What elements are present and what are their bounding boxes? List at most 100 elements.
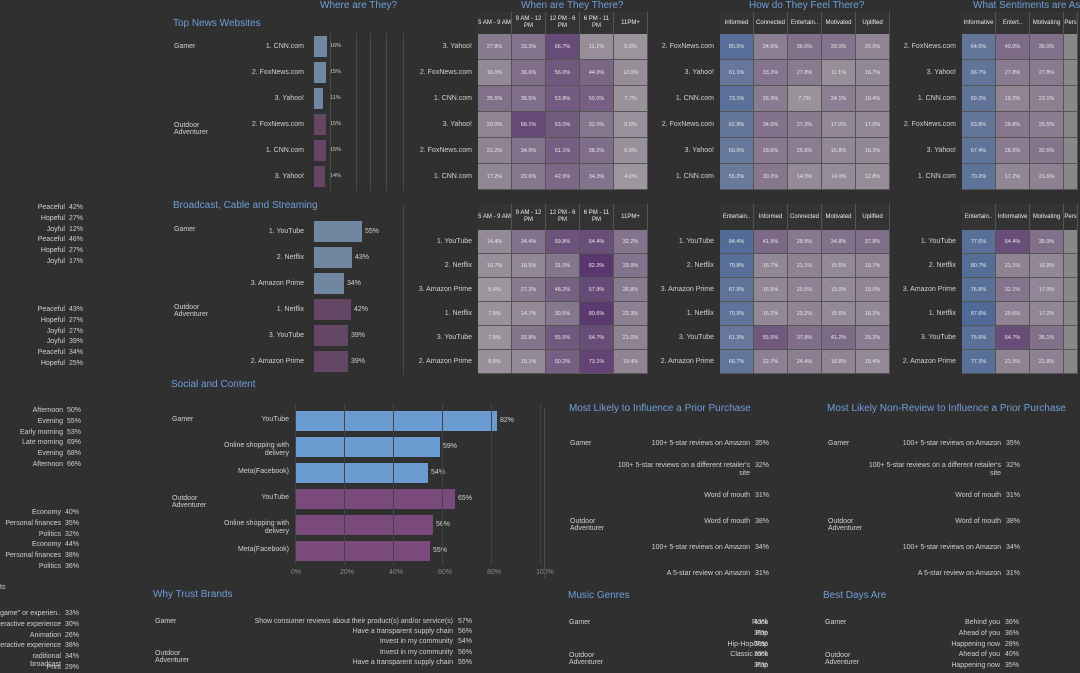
heatmap-column-header[interactable]: Informative bbox=[996, 204, 1030, 230]
bar bbox=[314, 88, 323, 109]
group-label-gamer: Gamer bbox=[569, 619, 591, 626]
section-social: Social and Content bbox=[171, 379, 256, 390]
heatmap-cell: 16.9% bbox=[1030, 254, 1064, 278]
heatmap-column-header[interactable]: 9 AM - 12 PM bbox=[512, 12, 546, 34]
heatmap-cell: 10.7% bbox=[478, 254, 512, 278]
header-sentiment: What Sentiments are As bbox=[973, 0, 1080, 11]
heatmap-cell: 53.0% bbox=[546, 112, 580, 138]
bar-value: 65% bbox=[458, 495, 473, 502]
heatmap-column-header[interactable]: 11PM+ bbox=[614, 204, 648, 230]
heatmap-cell: 12.0% bbox=[614, 60, 648, 86]
heatmap-cell bbox=[1064, 86, 1078, 112]
list-item-label: Joyful bbox=[46, 258, 65, 265]
heatmap-column-header[interactable]: Uplifted bbox=[856, 204, 890, 230]
bar-label: YouTube bbox=[261, 416, 289, 423]
list-item-label: Invest in my community bbox=[379, 648, 453, 656]
list-item-value: 40% bbox=[65, 509, 80, 516]
list-item-label: Peaceful bbox=[37, 306, 65, 313]
heatmap-row-label: 1. CNN.com bbox=[675, 173, 714, 180]
heatmap-column-header[interactable]: Pers bbox=[1064, 12, 1078, 34]
heatmap-row-label: 1. CNN.com bbox=[675, 95, 714, 102]
header-where: Where are They? bbox=[320, 0, 398, 11]
heatmap-column-header[interactable]: 5 AM - 9 AM bbox=[478, 204, 512, 230]
heatmap-row-label: 2. Netflix bbox=[444, 262, 472, 269]
gridline bbox=[403, 33, 404, 191]
list-item-label: Peaceful bbox=[37, 204, 65, 211]
heatmap-cell: 17.2% bbox=[1030, 302, 1064, 326]
list-item-value: 46% bbox=[69, 236, 84, 244]
bar bbox=[314, 166, 325, 187]
heatmap-cell: 11.1% bbox=[822, 60, 856, 86]
bar-value: 15% bbox=[330, 69, 342, 75]
divider bbox=[544, 408, 545, 578]
heatmap-cell: 64.4% bbox=[996, 230, 1030, 254]
gridline bbox=[393, 403, 394, 565]
heatmap-column-header[interactable]: Informative bbox=[962, 12, 996, 34]
heatmap-column-header[interactable]: 12 PM - 6 PM bbox=[546, 204, 580, 230]
heatmap-cell: 16.5% bbox=[754, 278, 788, 302]
heatmap-row-label: 1. YouTube bbox=[678, 238, 714, 245]
bar-label: Online shopping with delivery bbox=[224, 520, 289, 535]
list-item-label: 100+ 5-star reviews on Amazon bbox=[651, 544, 750, 551]
heatmap-column-header[interactable]: 5 AM - 9 AM bbox=[478, 12, 512, 34]
heatmap-cell: 77.3% bbox=[962, 350, 996, 374]
list-item-label: Pop bbox=[755, 629, 768, 637]
heatmap-column-header[interactable]: Uplifted bbox=[856, 12, 890, 34]
heatmap-cell: 4.0% bbox=[614, 164, 648, 190]
heatmap-column-header[interactable]: Pers bbox=[1064, 204, 1078, 230]
heatmap-column-header[interactable]: Motivating bbox=[1030, 12, 1064, 34]
heatmap-column-header[interactable]: 6 PM - 11 PM bbox=[580, 12, 614, 34]
heatmap-column-header[interactable]: Connected bbox=[754, 12, 788, 34]
bar-value: 34% bbox=[347, 280, 362, 287]
heatmap-cell: 69.2% bbox=[962, 86, 996, 112]
list-item-value: 36% bbox=[65, 563, 80, 570]
heatmap-cell: 36.0% bbox=[1030, 34, 1064, 60]
heatmap-cell: 30.3% bbox=[754, 164, 788, 190]
heatmap-column-header[interactable]: Informed bbox=[720, 12, 754, 34]
list-item-value: 28% bbox=[1005, 640, 1020, 648]
left-panel-fragment: ts bbox=[0, 584, 6, 591]
heatmap-column-header[interactable]: Entertain.. bbox=[720, 204, 754, 230]
gridline bbox=[540, 403, 541, 565]
list-item-label: game" or experien.. bbox=[0, 610, 61, 617]
bar-value: 39% bbox=[351, 358, 366, 365]
heatmap-column-header[interactable]: Entertain.. bbox=[788, 12, 822, 34]
heatmap-cell: 7.7% bbox=[788, 86, 822, 112]
heatmap-row-label: 1. CNN.com bbox=[917, 173, 956, 180]
heatmap-cell: 25.2% bbox=[856, 326, 890, 350]
heatmap-column-header[interactable]: Informed bbox=[754, 204, 788, 230]
list-item-value: 27% bbox=[69, 214, 84, 222]
heatmap-column-header[interactable]: Motivated bbox=[822, 204, 856, 230]
list-item-value: 27% bbox=[69, 327, 84, 335]
axis-tick: 0% bbox=[291, 569, 302, 576]
heatmap-column-header[interactable]: 6 PM - 11 PM bbox=[580, 204, 614, 230]
heatmap-column-header[interactable]: 11PM+ bbox=[614, 12, 648, 34]
heatmap-cell: 33.3% bbox=[754, 60, 788, 86]
list-item-label: Peaceful bbox=[37, 236, 65, 244]
heatmap-column-header[interactable]: Entert.. bbox=[996, 12, 1030, 34]
gridline bbox=[403, 205, 404, 375]
bar-label: Online shopping with delivery bbox=[224, 442, 289, 457]
bar bbox=[295, 489, 455, 509]
heatmap-cell: 34.0% bbox=[754, 112, 788, 138]
heatmap-cell: 27.8% bbox=[1030, 60, 1064, 86]
list-item-value: 12% bbox=[69, 225, 84, 233]
bar bbox=[314, 351, 348, 372]
heatmap-cell: 32.8% bbox=[512, 326, 546, 350]
heatmap-column-header[interactable]: Motivated bbox=[822, 12, 856, 34]
heatmap-cell: 50.2% bbox=[546, 350, 580, 374]
heatmap-column-header[interactable]: 12 PM - 6 PM bbox=[546, 12, 580, 34]
bar-value: 59% bbox=[443, 443, 458, 450]
list-item-value: 35% bbox=[65, 519, 80, 527]
heatmap-column-header[interactable]: Connected bbox=[788, 204, 822, 230]
gridline bbox=[386, 33, 387, 191]
list-item-label: Hopeful bbox=[40, 316, 65, 324]
heatmap-cell: 16.0% bbox=[478, 60, 512, 86]
heatmap-column-header[interactable]: 9 AM - 12 PM bbox=[512, 204, 546, 230]
heatmap-column-header[interactable]: Motivating bbox=[1030, 204, 1064, 230]
heatmap-row-label: 2. Netflix bbox=[928, 262, 956, 269]
list-item-value: 29% bbox=[65, 664, 80, 671]
bar bbox=[295, 515, 433, 535]
heatmap-column-header[interactable]: Entertain.. bbox=[962, 204, 996, 230]
